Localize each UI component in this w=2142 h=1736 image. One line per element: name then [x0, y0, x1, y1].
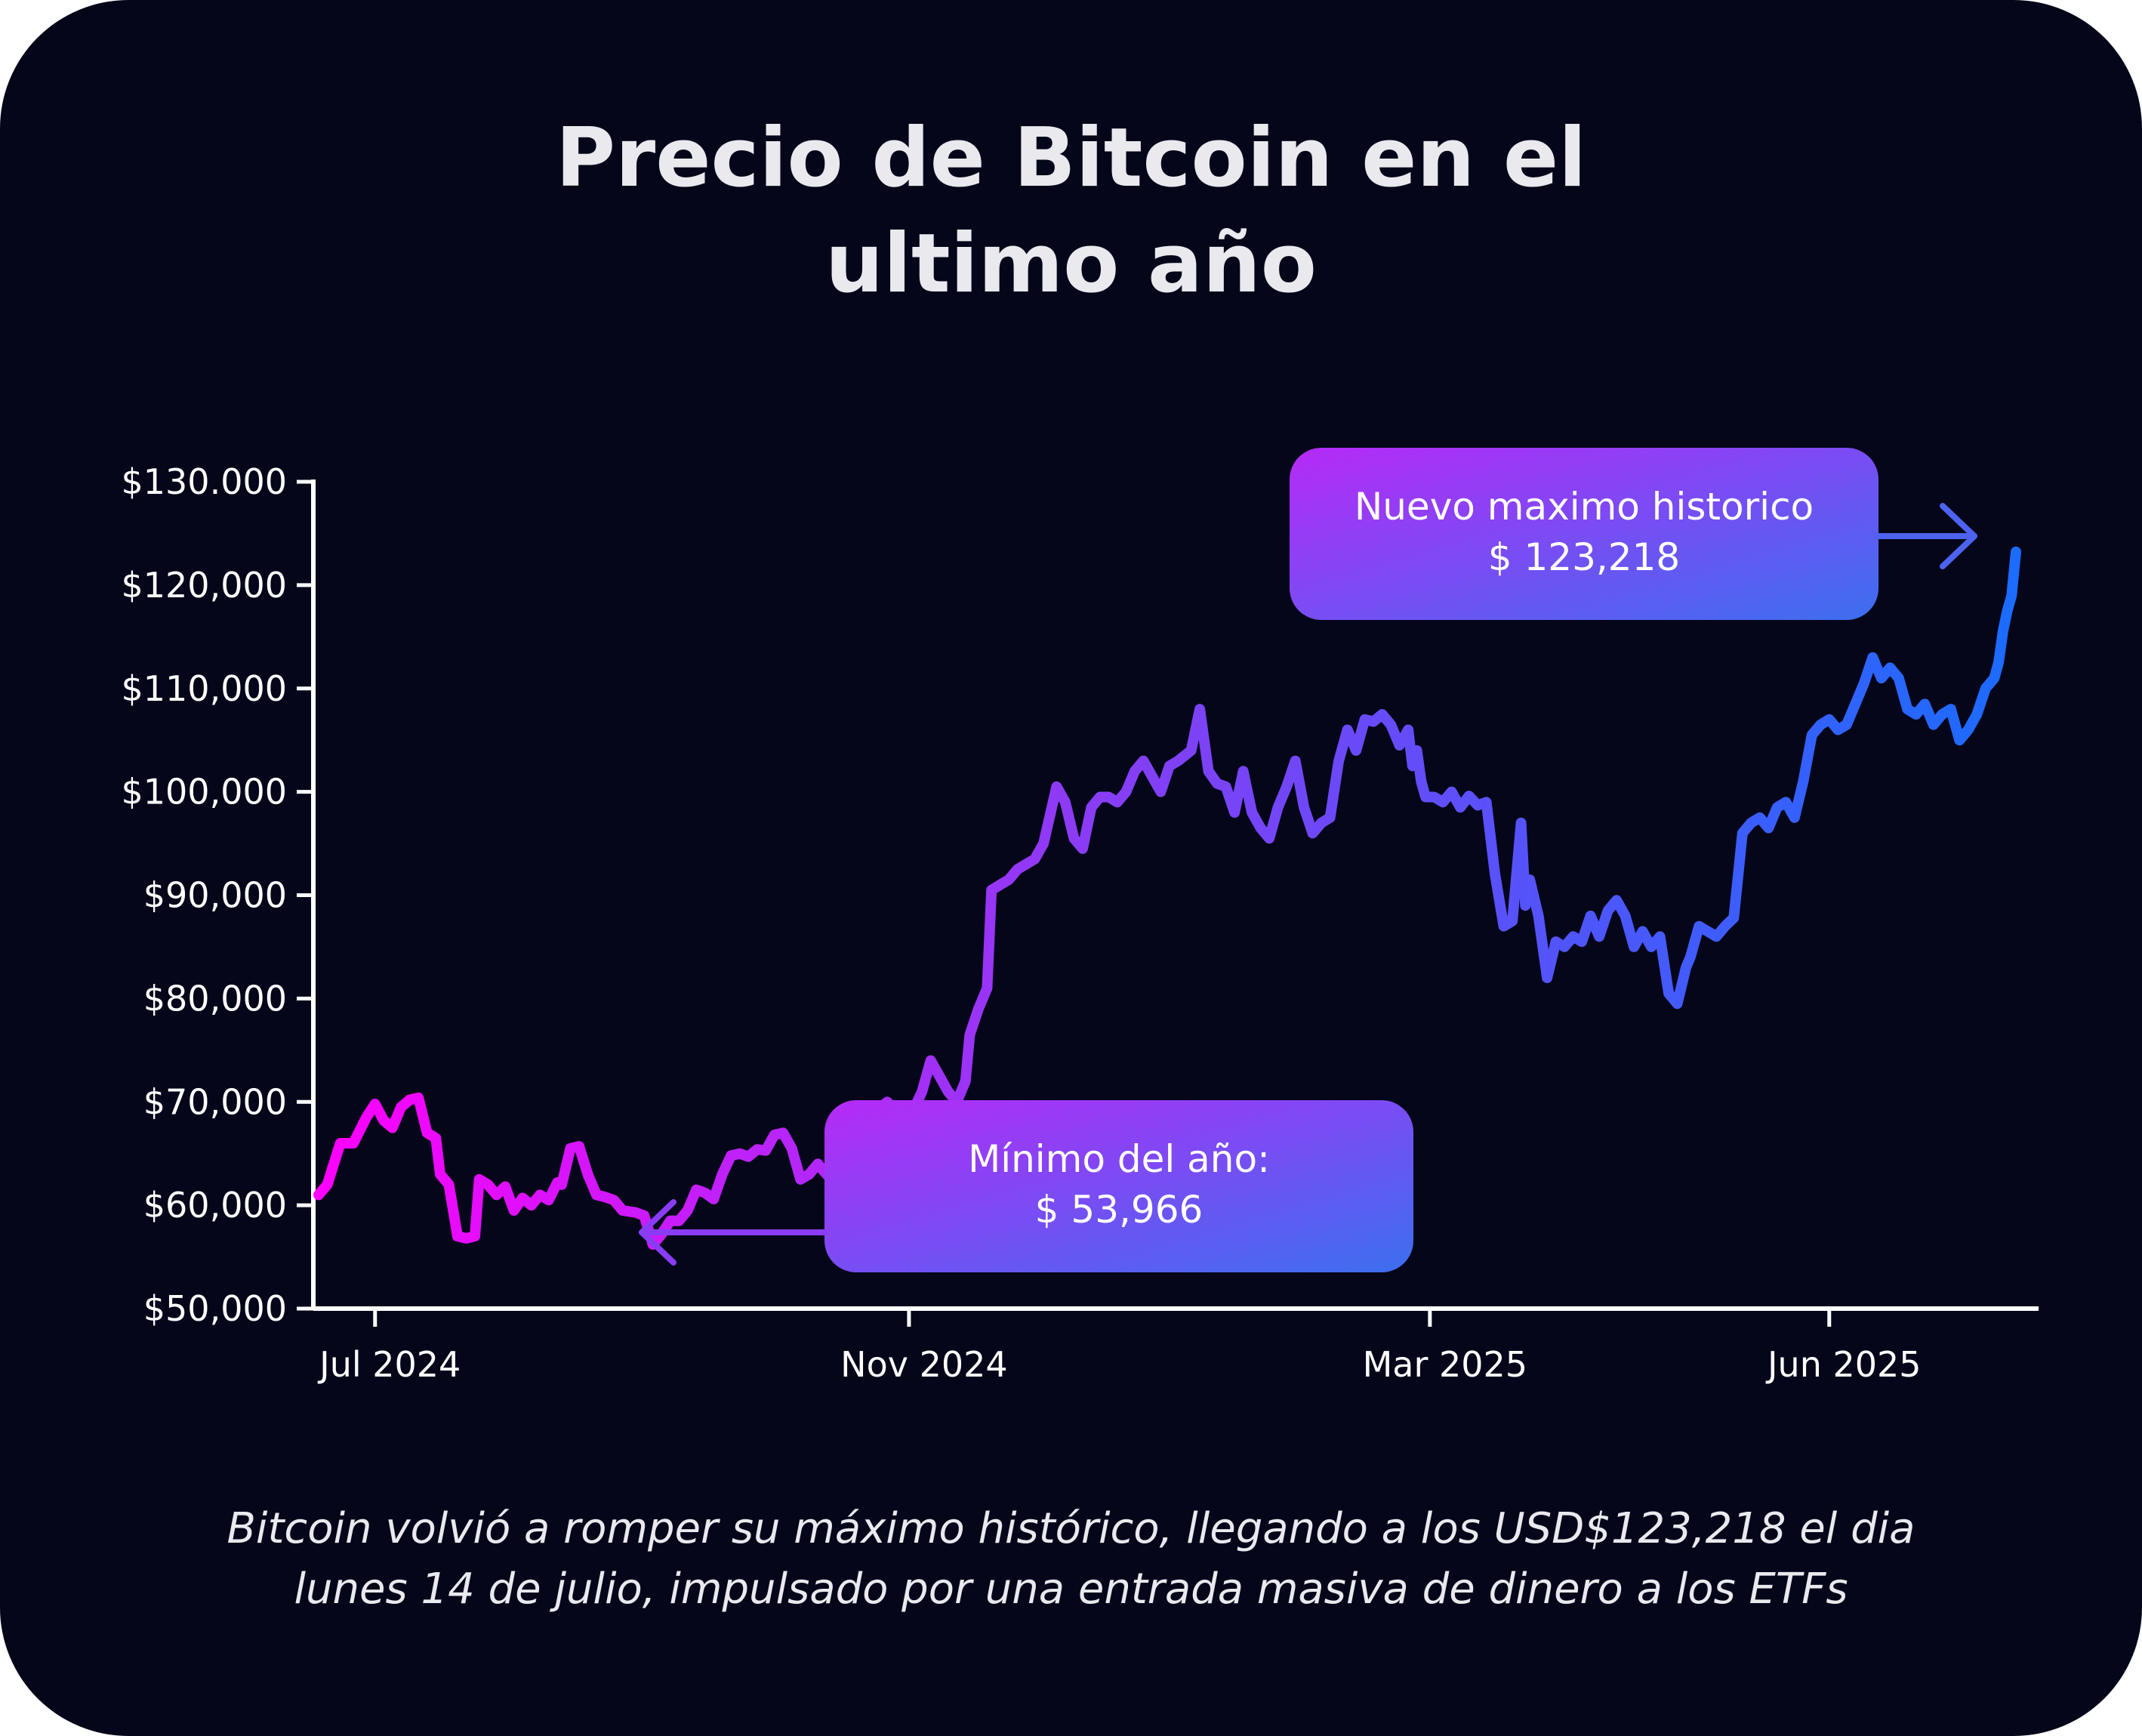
x-tick-label: Jun 2025 — [1765, 1344, 1922, 1385]
x-tick-label: Nov 2024 — [840, 1344, 1007, 1385]
y-tick-label: $50,000 — [143, 1288, 287, 1329]
chart-title: Precio de Bitcoin en el ultimo año — [555, 111, 1587, 311]
arrow-left-icon — [639, 1199, 828, 1266]
y-tick-label: $100,000 — [122, 772, 288, 812]
max-callout-value: $ 123,218 — [1488, 535, 1680, 579]
chart-caption: Bitcoin volvió a romper su máximo histór… — [227, 1504, 1915, 1614]
x-tick-label: Mar 2025 — [1363, 1344, 1527, 1385]
min-callout-value: $ 53,966 — [1035, 1188, 1204, 1232]
min-callout-box — [824, 1100, 1413, 1272]
max-callout-arrow-head — [1940, 503, 1977, 569]
y-axis-ticks: $50,000 $60,000 $70,000 $80,000 $90,000 $100,… — [122, 461, 313, 1329]
callouts: Nuevo maximo historico $ 123,218 Mínimo de… — [639, 448, 1977, 1272]
y-tick-label: $60,000 — [143, 1185, 287, 1226]
y-tick-label: $110,000 — [122, 668, 288, 709]
max-callout-box — [1290, 448, 1878, 620]
price-series-line — [313, 546, 2021, 1250]
x-tick-label: Jul 2024 — [317, 1344, 461, 1385]
y-tick-label: $70,000 — [143, 1081, 287, 1122]
x-axis-ticks: Jul 2024 Nov 2024 Mar 2025 Jun 2025 — [317, 1309, 1922, 1385]
series-group — [313, 546, 2021, 1250]
y-tick-label: $90,000 — [143, 875, 287, 916]
min-callout-arrow-head — [639, 1199, 677, 1266]
arrow-right-icon — [1875, 503, 1977, 569]
min-callout-label: Mínimo del año: — [968, 1137, 1270, 1181]
max-callout: Nuevo maximo historico $ 123,218 — [1290, 448, 1977, 620]
max-callout-label: Nuevo maximo historico — [1355, 485, 1814, 529]
y-tick-label: $130.000 — [122, 461, 288, 502]
min-callout: Mínimo del año: $ 53,966 — [639, 1100, 1413, 1272]
y-tick-label: $80,000 — [143, 978, 287, 1019]
y-tick-label: $120,000 — [122, 565, 288, 606]
